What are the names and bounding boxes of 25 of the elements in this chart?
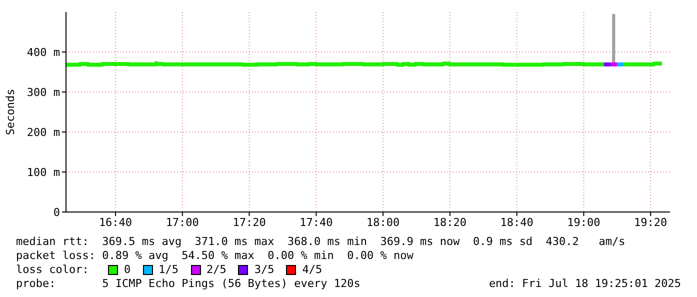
x-tick-label: 16:40 <box>98 216 132 229</box>
text: probe: 5 ICMP Echo Pings (56 Bytes) every 120s <box>16 277 360 290</box>
y-tick-label: 0 <box>53 206 60 219</box>
x-tick-label: 17:40 <box>300 216 333 229</box>
y-tick-label: 300 m <box>26 86 60 99</box>
x-tick-label: 18:40 <box>500 216 534 229</box>
x-tick-label: 18:00 <box>366 216 400 229</box>
text: end: Fri Jul 18 19:25:01 2025 <box>488 277 681 290</box>
x-tick-label: 17:00 <box>166 216 199 229</box>
y-tick-label: 200 m <box>26 126 60 139</box>
y-tick-label: 100 m <box>26 166 60 179</box>
legend-title: loss color: <box>16 263 89 276</box>
text: packet loss: 0.89 % avg 54.50 % max 0.00 % min 0.00 % now <box>16 249 414 262</box>
legend-label: 0 <box>124 263 131 277</box>
x-tick-label: 19:20 <box>634 216 668 229</box>
legend-label: 2/5 <box>206 263 226 277</box>
legend-label: 4/5 <box>302 263 322 277</box>
x-tick-label: 19:00 <box>567 216 600 229</box>
x-tick-label: 18:20 <box>433 216 466 229</box>
x-tick-label: 17:20 <box>232 216 266 229</box>
legend-label: 1/5 <box>158 263 178 277</box>
y-tick-label: 400 m <box>26 46 60 59</box>
y-axis-title: Seconds <box>4 88 17 136</box>
legend-label: 3/5 <box>254 263 274 277</box>
text: median rtt: 369.5 ms avg 371.0 ms max 368.0 ms min 369.9 ms now 0.9 ms sd 430.2 am/s <box>16 235 626 248</box>
